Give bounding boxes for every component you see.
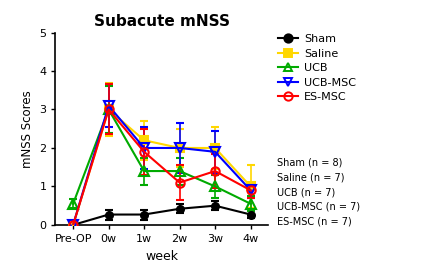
Legend: Sham, Saline, UCB, UCB-MSC, ES-MSC: Sham, Saline, UCB, UCB-MSC, ES-MSC <box>278 34 356 102</box>
Y-axis label: mNSS Scores: mNSS Scores <box>21 90 34 167</box>
Text: Sham (n = 8)
Saline (n = 7)
UCB (n = 7)
UCB-MSC (n = 7)
ES-MSC (n = 7): Sham (n = 8) Saline (n = 7) UCB (n = 7) … <box>277 158 360 227</box>
Title: Subacute mNSS: Subacute mNSS <box>94 14 230 28</box>
X-axis label: week: week <box>145 250 178 263</box>
